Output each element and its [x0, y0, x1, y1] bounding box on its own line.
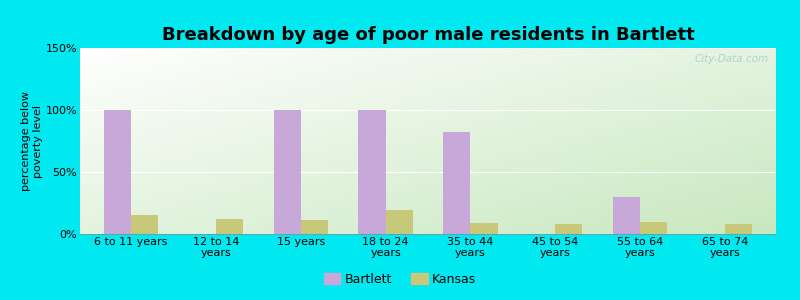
- Bar: [725, 224, 752, 234]
- Bar: [613, 197, 640, 234]
- Bar: [131, 215, 158, 234]
- Legend: Bartlett, Kansas: Bartlett, Kansas: [318, 268, 482, 291]
- Bar: [301, 220, 328, 234]
- Bar: [358, 110, 386, 234]
- Bar: [555, 224, 582, 234]
- Title: Breakdown by age of poor male residents in Bartlett: Breakdown by age of poor male residents …: [162, 26, 694, 44]
- Text: City-Data.com: City-Data.com: [695, 54, 769, 64]
- Bar: [640, 222, 667, 234]
- Bar: [274, 110, 301, 234]
- Bar: [216, 219, 243, 234]
- Bar: [470, 223, 498, 234]
- Bar: [104, 110, 131, 234]
- Bar: [386, 210, 413, 234]
- Bar: [443, 132, 470, 234]
- Y-axis label: percentage below
poverty level: percentage below poverty level: [22, 91, 43, 191]
